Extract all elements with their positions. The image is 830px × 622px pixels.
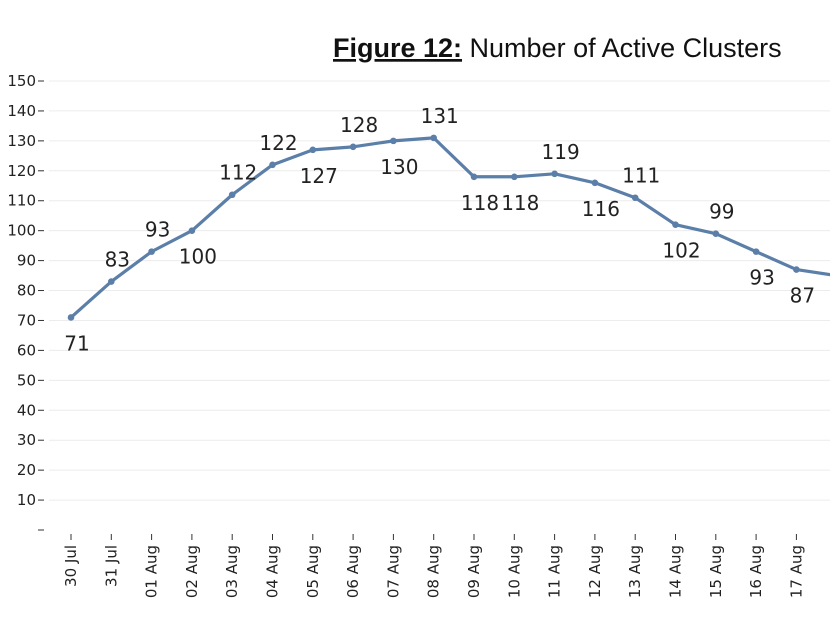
data-point [108,278,115,285]
data-label: 119 [542,140,580,164]
data-point [752,248,760,255]
data-point [67,314,75,321]
chart-title-rest: Number of Active Clusters [462,33,782,63]
data-label: 122 [259,131,297,155]
data-label: 112 [219,161,257,185]
data-point [390,137,397,145]
data-point [309,146,317,154]
data-label: 116 [582,197,620,221]
data-label: 93 [145,218,170,242]
y-tick-label: 40 [17,401,36,419]
x-tick-label: 07 Aug [384,545,402,598]
data-point [712,230,720,237]
y-tick-label: 30 [17,431,36,449]
x-tick-label: 17 Aug [787,545,805,598]
x-tick-label: 05 Aug [304,545,322,598]
data-label: 93 [749,266,774,290]
data-point [148,248,155,255]
data-point [470,173,478,181]
x-tick-label: 04 Aug [264,545,282,598]
data-point [228,191,236,199]
x-tick-label: 08 Aug [425,545,443,598]
x-tick-label: 31 Jul [102,545,120,587]
data-point [672,221,679,228]
data-point [591,179,599,187]
data-point [511,173,518,181]
x-tick-label: 01 Aug [143,545,161,598]
x-tick-label: 10 Aug [505,545,523,598]
data-point [793,266,800,273]
data-point [269,161,276,169]
y-tick-label: 130 [7,132,36,150]
x-tick-label: 09 Aug [465,545,483,598]
grid-lines [49,80,830,501]
data-label: 130 [380,155,418,179]
y-tick-label: 110 [7,192,36,210]
chart-title: Figure 12: Number of Active Clusters [333,33,782,63]
axes: 10 20 30 40 50 60 70 80 90 100 110 120 130 140 150 30 J… [7,72,830,598]
data-label: 128 [340,113,378,137]
y-tick-label: 50 [17,371,36,389]
data-label: 102 [662,239,700,263]
series-line-layer [67,134,830,321]
data-point [551,170,558,178]
data-point [631,194,639,202]
data-label: 111 [622,164,660,188]
y-tick-label: 10 [17,491,36,509]
x-tick-label: 18 Aug [828,545,830,598]
data-label: 100 [179,245,217,269]
data-label: 87 [790,284,815,308]
y-tick-label: 140 [7,102,36,120]
y-tick-label: 120 [7,162,36,180]
data-label: 127 [300,164,338,188]
chart-title-prefix: Figure 12: [333,33,462,63]
data-label: 118 [501,191,539,215]
data-point [349,143,357,151]
series-line [69,136,830,319]
y-tick-label: 60 [17,341,36,359]
y-tick-label: 80 [17,282,36,300]
data-label: 99 [709,200,734,224]
x-tick-label: 30 Jul [62,545,80,587]
x-tick-label: 02 Aug [183,545,201,598]
x-tick-label: 11 Aug [546,545,564,598]
x-tick-label: 12 Aug [586,545,604,598]
y-tick-label: 20 [17,461,36,479]
data-label: 83 [105,248,130,272]
data-point [188,227,196,234]
x-tick-label: 03 Aug [223,545,241,598]
x-tick-label: 15 Aug [707,545,725,598]
y-tick-label: 100 [7,222,36,240]
y-tick-label: 150 [7,72,36,90]
x-tick-label: 13 Aug [626,545,644,598]
x-tick-label: 16 Aug [747,545,765,598]
data-label: 131 [421,104,459,128]
data-label: 118 [461,191,499,215]
data-point [430,134,438,142]
x-tick-label: 14 Aug [667,545,685,598]
data-label: 71 [64,331,89,355]
y-tick-label: 70 [17,311,36,329]
y-tick-label: 90 [17,252,36,270]
x-tick-label: 06 Aug [344,545,362,598]
